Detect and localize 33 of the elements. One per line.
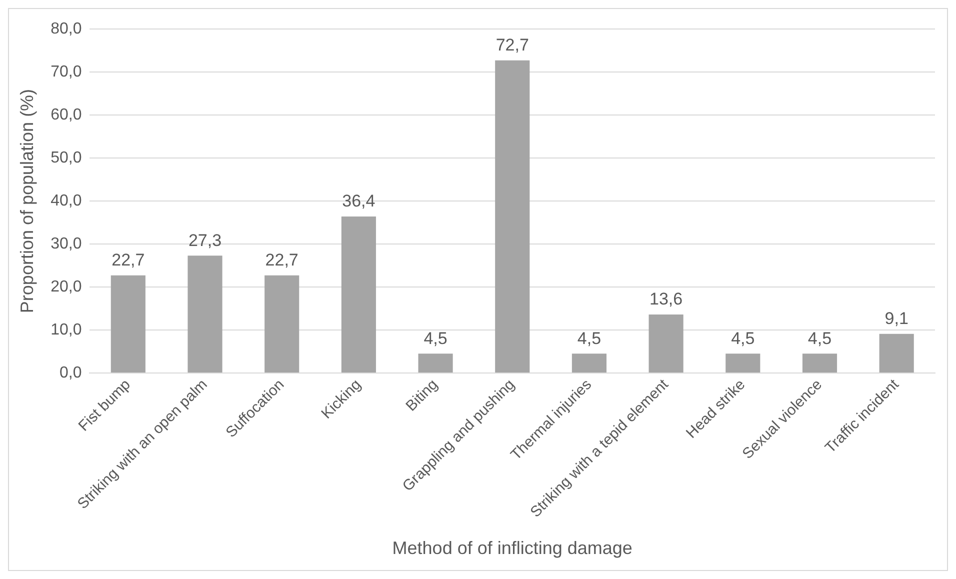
y-axis-title: Proportion of population (%)	[16, 88, 37, 314]
data-label: 4,5	[424, 328, 448, 348]
data-label: 13,6	[650, 290, 683, 309]
data-label: 22,7	[265, 250, 298, 270]
y-tick-label: 20,0	[50, 278, 82, 296]
y-tick-label: 60,0	[50, 106, 82, 124]
y-tick-label: 40,0	[50, 192, 82, 210]
bar	[110, 275, 146, 373]
data-label: 4,5	[731, 328, 755, 348]
bar	[572, 354, 606, 373]
y-tick-label: 10,0	[50, 321, 82, 338]
x-axis-title: Method of of inflicting damage	[392, 538, 632, 558]
y-tick-label: 0,0	[59, 364, 82, 382]
data-label: 4,5	[577, 328, 602, 348]
bar	[726, 354, 760, 373]
bar	[341, 216, 376, 373]
y-tick-label: 30,0	[50, 235, 82, 252]
data-label: 9,1	[884, 309, 908, 328]
data-label: 36,4	[342, 192, 376, 211]
bar	[648, 314, 684, 373]
bar	[495, 60, 530, 373]
data-label: 4,5	[808, 328, 832, 348]
data-label: 27,3	[188, 230, 222, 250]
bar	[418, 354, 453, 373]
y-tick-label: 50,0	[50, 149, 82, 166]
y-tick-label: 70,0	[50, 63, 82, 80]
bar	[188, 256, 222, 373]
bar	[802, 354, 838, 373]
bar	[264, 275, 300, 373]
bar	[879, 334, 914, 373]
data-label: 22,7	[112, 250, 145, 270]
data-label: 72,7	[496, 36, 529, 55]
y-tick-label: 80,0	[50, 20, 82, 38]
